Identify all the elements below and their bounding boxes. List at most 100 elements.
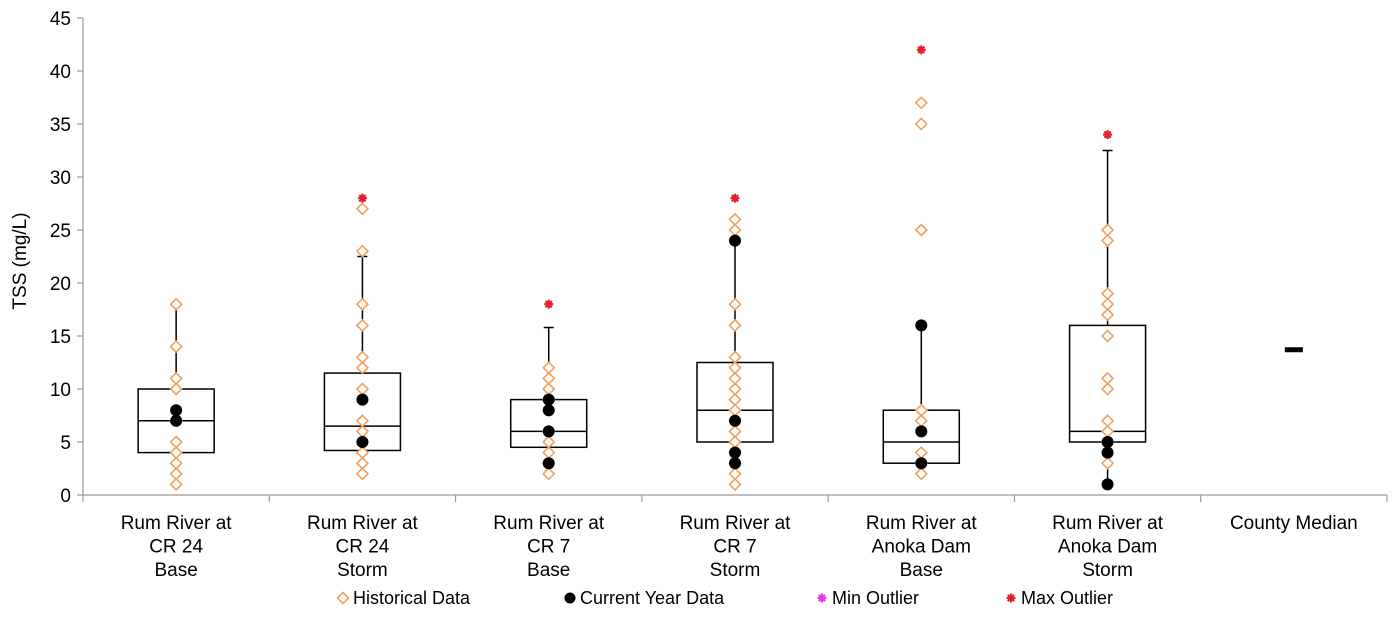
category-label-line: CR 7 xyxy=(713,537,756,558)
max-outlier-point xyxy=(916,45,926,55)
current-year-data-point xyxy=(1101,478,1114,491)
category-label-line: Anoka Dam xyxy=(872,537,971,558)
category-label: Rum River at CR 24 Base xyxy=(121,513,233,581)
historical-data-point xyxy=(542,445,556,460)
historical-data-point xyxy=(728,392,742,407)
historical-data-point xyxy=(355,318,370,333)
category-label-line: County Median xyxy=(1230,513,1358,534)
y-tick-label: 40 xyxy=(50,62,71,83)
current-year-data-point xyxy=(729,414,741,427)
historical-data-point xyxy=(1100,382,1115,396)
historical-data-point xyxy=(1100,223,1115,237)
historical-data-point xyxy=(169,445,183,460)
historical-data-point xyxy=(1100,286,1115,301)
current-year-data-point xyxy=(729,234,741,247)
max-outlier-point xyxy=(1103,130,1113,140)
legend-marker xyxy=(817,593,827,603)
historical-data-point xyxy=(728,424,742,439)
current-year-data-point xyxy=(542,457,555,470)
historical-data-point xyxy=(728,371,742,386)
y-tick-label: 10 xyxy=(50,380,71,401)
category-label-line: CR 24 xyxy=(335,537,389,558)
legend-marker xyxy=(564,592,576,604)
current-year-data-point xyxy=(170,404,183,417)
category-label-line: Storm xyxy=(1082,560,1133,581)
max-outlier-point xyxy=(544,299,554,309)
category-label-line: CR 24 xyxy=(149,537,203,558)
max-outlier-point xyxy=(357,193,367,203)
current-year-data-point xyxy=(915,457,928,470)
current-year-data-point xyxy=(729,457,741,470)
current-year-data-point xyxy=(542,404,555,417)
historical-data-point xyxy=(169,371,183,386)
current-year-data-point xyxy=(542,393,555,406)
category-label-line: Rum River at xyxy=(1052,513,1164,534)
axes xyxy=(82,18,1388,502)
legend-label: Historical Data xyxy=(353,588,471,608)
historical-data-point xyxy=(355,202,370,216)
category-label-line: Base xyxy=(527,560,570,581)
historical-data-point xyxy=(728,297,742,311)
historical-data-point xyxy=(355,297,370,311)
historical-data-point xyxy=(728,318,742,333)
historical-data-point xyxy=(355,414,370,428)
category-label: Rum River at Anoka Dam Base xyxy=(866,513,978,581)
y-tick-label: 20 xyxy=(50,274,71,295)
historical-data-point xyxy=(169,297,183,311)
legend: Historical Data Current Year Data Min Outl… xyxy=(336,588,1113,608)
historical-data-point xyxy=(914,414,928,428)
current-year-data-point xyxy=(356,393,369,406)
historical-data-point xyxy=(1100,297,1115,311)
category-label: Rum River at CR 7 Storm xyxy=(680,513,792,581)
category-label-line: Rum River at xyxy=(307,513,419,534)
current-year-data-point xyxy=(729,446,741,459)
category-label: Rum River at CR 24 Storm xyxy=(307,513,419,581)
historical-data-point xyxy=(542,467,556,481)
historical-data-point xyxy=(728,212,742,227)
category-label-line: Storm xyxy=(337,560,388,581)
historical-data-point xyxy=(355,424,370,439)
historical-data-point xyxy=(1100,371,1115,386)
historical-data-point xyxy=(728,467,742,481)
historical-data-point xyxy=(728,350,742,364)
historical-data-point xyxy=(728,435,742,449)
historical-data-point xyxy=(169,467,183,481)
y-axis-title: TSS (mg/L) xyxy=(10,212,31,309)
historical-data-point xyxy=(914,223,928,237)
y-tick-label: 0 xyxy=(60,486,71,507)
current-year-data-point xyxy=(542,425,555,438)
category-label-line: Rum River at xyxy=(493,513,605,534)
historical-data-point xyxy=(355,445,370,460)
y-tick-label: 15 xyxy=(50,327,71,348)
historical-data-point xyxy=(728,403,742,417)
y-tick-label: 25 xyxy=(50,221,71,242)
y-tick-label: 30 xyxy=(50,168,71,189)
historical-data-point xyxy=(914,403,928,417)
historical-data-point xyxy=(914,96,928,110)
historical-data-point xyxy=(355,467,370,481)
historical-data-point xyxy=(728,223,742,237)
historical-data-point xyxy=(542,361,556,375)
historical-data-point xyxy=(169,456,183,470)
category-label-line: Base xyxy=(900,560,943,581)
historical-data-point xyxy=(169,382,183,396)
y-tick-label: 35 xyxy=(50,115,71,136)
historical-data-point xyxy=(336,591,350,605)
category-label-line: Base xyxy=(154,560,197,581)
historical-data-point xyxy=(914,445,928,460)
historical-data-point xyxy=(1100,424,1115,439)
category-label: Rum River at Anoka Dam Storm xyxy=(1052,513,1164,581)
legend-marker xyxy=(1006,593,1016,603)
historical-data-point xyxy=(914,117,928,131)
historical-data-point xyxy=(1100,233,1115,248)
max-outlier-point xyxy=(730,193,740,203)
current-year-data-point xyxy=(356,436,369,448)
historical-data-point xyxy=(914,467,928,481)
category-label: Rum River at CR 7 Base xyxy=(493,513,605,581)
current-year-data-point xyxy=(915,319,928,332)
historical-data-point xyxy=(542,435,556,449)
category-label: County Median xyxy=(1230,513,1358,534)
historical-data-point xyxy=(542,371,556,386)
y-tick-label: 45 xyxy=(50,9,71,30)
